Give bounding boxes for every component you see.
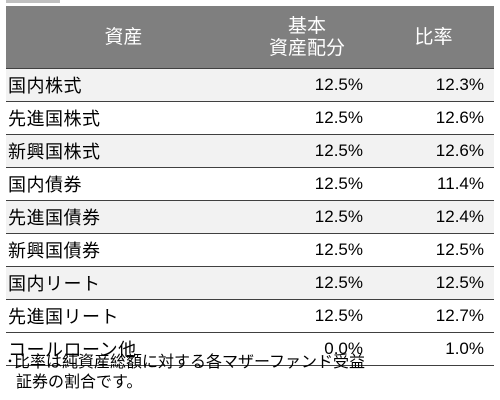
ratio-cell: 12.7% [373, 299, 494, 333]
top-decorative-rule [6, 0, 60, 3]
ratio-cell: 12.4% [373, 200, 494, 234]
ratio-cell: 12.6% [373, 101, 494, 135]
base-allocation-cell: 12.5% [241, 101, 373, 135]
footnote-line-1: ･比率は純資産総額に対する各マザーファンド受益 [6, 352, 366, 371]
table-row: 新興国債券 12.5% 12.5% [6, 233, 494, 267]
asset-name-cell: コールローン他 [6, 332, 241, 366]
table-body: 国内株式 12.5% 12.3% 先進国株式 12.5% 12.6% 新興国株式 12.5% 1… [6, 68, 494, 366]
footnote-line-2: 証券の割合です。 [16, 372, 143, 391]
asset-allocation-table: 資産 基本 資産配分 比率 国内株式 12.5% 12.3% 先進国株式 12.5% 12… [6, 6, 494, 366]
header-base-line2: 資産配分 [268, 37, 345, 59]
table-row: 新興国株式 12.5% 12.6% [6, 134, 494, 168]
header-ratio: 比率 [373, 6, 494, 69]
table-row: 先進国債券 12.5% 12.4% [6, 200, 494, 234]
base-allocation-cell: 0.0% [241, 332, 373, 366]
base-allocation-cell: 12.5% [241, 299, 373, 333]
asset-name-cell: 新興国債券 [6, 233, 241, 267]
asset-name-cell: 新興国株式 [6, 134, 241, 168]
table-row: 先進国リート 12.5% 12.7% [6, 299, 494, 333]
table-row: コールローン他 0.0% 1.0% [6, 332, 494, 366]
table-row: 国内リート 12.5% 12.5% [6, 266, 494, 300]
table-row: 国内株式 12.5% 12.3% [6, 68, 494, 102]
asset-name-cell: 国内債券 [6, 167, 241, 201]
asset-name-cell: 先進国債券 [6, 200, 241, 234]
asset-name-cell: 国内リート [6, 266, 241, 300]
header-base-line1: 基本 [287, 15, 326, 37]
ratio-cell: 12.6% [373, 134, 494, 168]
base-allocation-cell: 12.5% [241, 233, 373, 267]
ratio-cell: 12.3% [373, 68, 494, 102]
table-header: 資産 基本 資産配分 比率 [6, 6, 494, 69]
asset-name-cell: 先進国リート [6, 299, 241, 333]
base-allocation-cell: 12.5% [241, 200, 373, 234]
table-row: 先進国株式 12.5% 12.6% [6, 101, 494, 135]
base-allocation-cell: 12.5% [241, 68, 373, 102]
header-base-allocation: 基本 資産配分 [241, 6, 373, 69]
base-allocation-cell: 12.5% [241, 134, 373, 168]
base-allocation-cell: 12.5% [241, 167, 373, 201]
footnote: ･比率は純資産総額に対する各マザーファンド受益 証券の割合です。 [6, 352, 494, 392]
base-allocation-cell: 12.5% [241, 266, 373, 300]
asset-name-cell: 先進国株式 [6, 101, 241, 135]
ratio-cell: 11.4% [373, 167, 494, 201]
asset-name-cell: 国内株式 [6, 68, 241, 102]
ratio-cell: 12.5% [373, 233, 494, 267]
header-row: 資産 基本 資産配分 比率 [6, 6, 494, 69]
ratio-cell: 1.0% [373, 332, 494, 366]
table-row: 国内債券 12.5% 11.4% [6, 167, 494, 201]
header-asset: 資産 [6, 6, 241, 69]
ratio-cell: 12.5% [373, 266, 494, 300]
